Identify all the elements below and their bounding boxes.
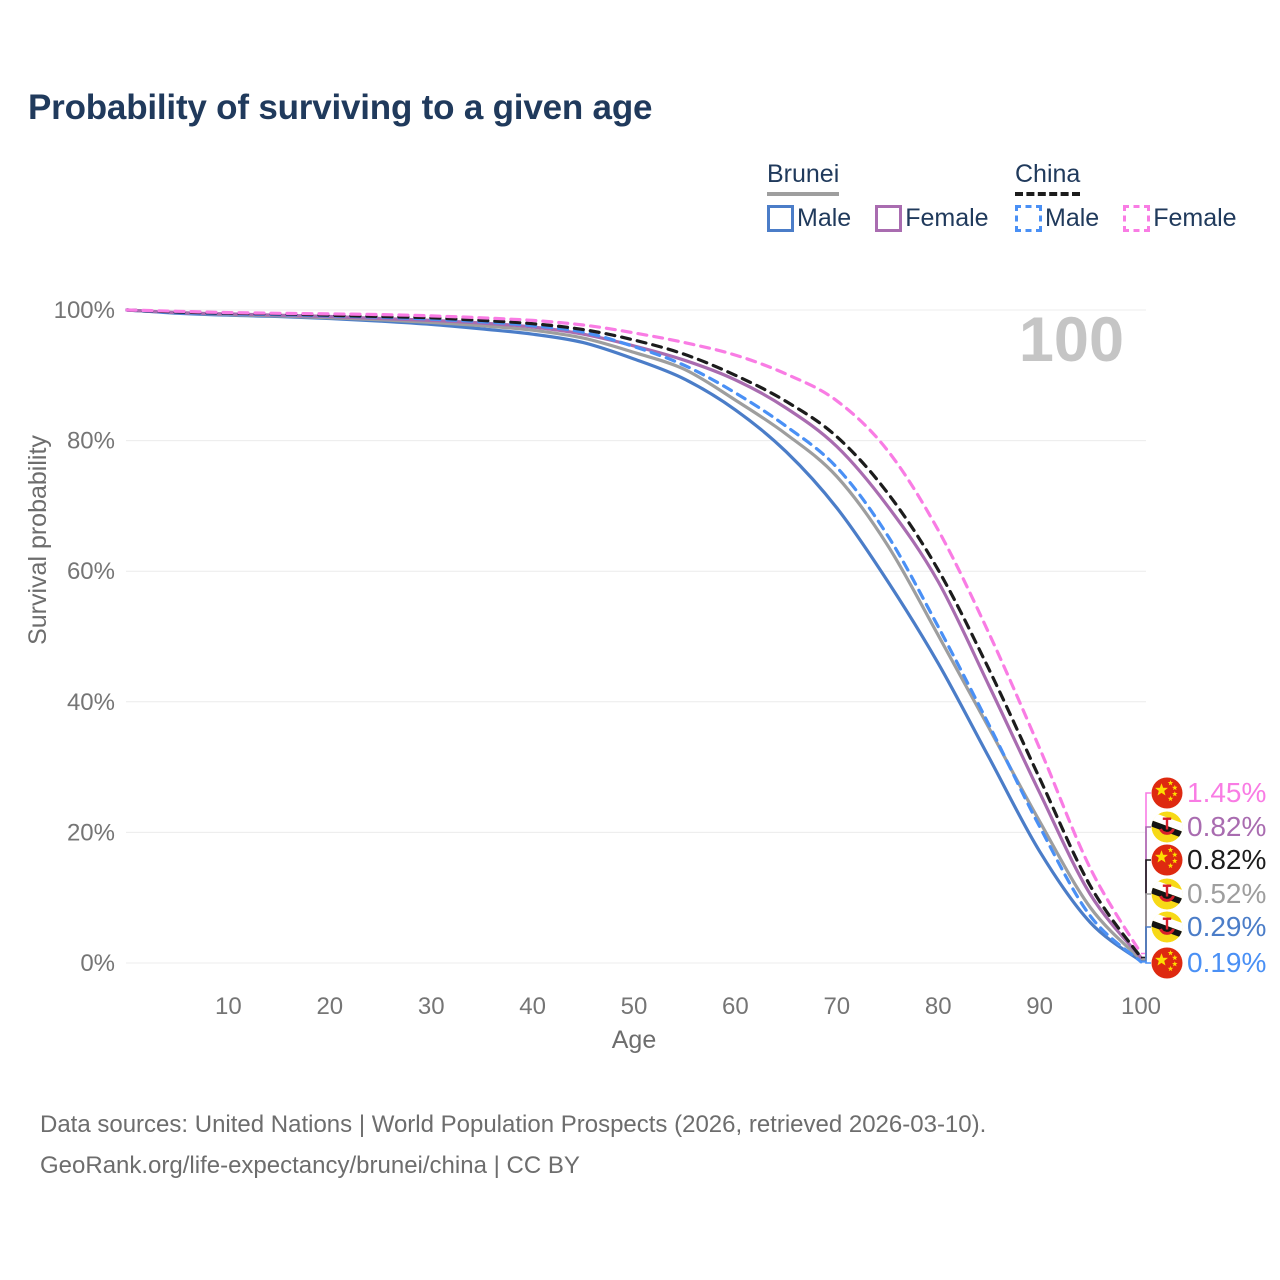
x-axis-tick: 30 [418, 993, 445, 1020]
x-axis-label: Age [612, 1026, 656, 1054]
y-axis-tick: 20% [67, 819, 115, 846]
series-line-china-male[interactable] [125, 308, 1143, 964]
brunei-flag-icon [1151, 811, 1183, 843]
y-axis-tick: 0% [80, 950, 115, 977]
data-sources-line: Data sources: United Nations | World Pop… [40, 1111, 987, 1138]
china-flag-icon [1151, 844, 1183, 876]
age-watermark: 100 [1019, 305, 1124, 375]
legend-item-label: Male [797, 204, 852, 232]
legend-group-china-title: China [1015, 160, 1081, 196]
series-line-brunei-total[interactable] [125, 308, 1143, 962]
legend-item-label: Female [1153, 204, 1237, 232]
series-line-brunei-male[interactable] [125, 308, 1143, 963]
end-label-value: 0.52% [1187, 878, 1266, 909]
brunei-male-swatch-icon [767, 205, 794, 232]
legend-group-china: China Male Female [1015, 160, 1237, 233]
legend-group-brunei-title: Brunei [767, 160, 840, 196]
x-axis-tick: 20 [316, 993, 343, 1020]
gridlines: 0% 20% 40% 60% 80% 100% 10 20 30 40 50 60 70 80 90 100 A… [24, 297, 1161, 1054]
end-connector-brunei-male [1141, 926, 1151, 962]
brunei-flag-icon [1151, 878, 1183, 910]
y-axis-tick: 80% [67, 428, 115, 455]
legend-group-brunei: Brunei Male Female [767, 160, 989, 233]
end-label-brunei-female[interactable]: 0.82% [1148, 811, 1266, 843]
x-axis-tick: 70 [823, 993, 850, 1020]
brunei-female-swatch-icon [875, 205, 903, 232]
legend: Brunei Male Female China Male Female [0, 160, 1280, 250]
y-axis-label: Survival probability [24, 435, 52, 645]
series-line-china-total[interactable] [125, 308, 1143, 960]
end-label-value: 0.29% [1187, 911, 1266, 942]
legend-item-label: Female [905, 204, 989, 232]
legend-item-label: Male [1045, 204, 1100, 232]
x-axis-tick: 60 [722, 993, 749, 1020]
x-axis-tick: 50 [621, 993, 648, 1020]
brunei-flag-icon [1151, 911, 1183, 943]
x-axis-tick: 80 [925, 993, 952, 1020]
end-label-china-male[interactable]: 0.19% [1151, 947, 1267, 979]
series-line-china-female[interactable] [125, 308, 1143, 956]
legend-item-china-male[interactable]: Male [1015, 204, 1099, 233]
end-connector-china-male [1141, 960, 1151, 964]
china-flag-icon [1151, 777, 1183, 809]
end-label-brunei-total[interactable]: 0.52% [1148, 878, 1266, 910]
china-female-swatch-icon [1123, 205, 1151, 232]
x-axis-tick: 100 [1121, 993, 1161, 1020]
y-axis-tick: 100% [54, 297, 115, 324]
y-axis-tick: 40% [67, 689, 115, 716]
china-flag-icon [1151, 947, 1183, 979]
end-label-value: 0.82% [1187, 844, 1266, 875]
end-label-china-female[interactable]: 1.45% [1151, 777, 1267, 809]
china-male-swatch-icon [1015, 205, 1042, 232]
end-label-value: 0.19% [1187, 947, 1266, 978]
page-title: Probability of surviving to a given age [28, 88, 653, 127]
end-label-brunei-male[interactable]: 0.29% [1148, 911, 1266, 943]
end-label-value: 1.45% [1187, 777, 1266, 808]
series-line-brunei-female[interactable] [125, 308, 1143, 960]
end-label-china-total[interactable]: 0.82% [1151, 844, 1267, 876]
x-axis-tick: 10 [215, 993, 242, 1020]
citation-line: GeoRank.org/life-expectancy/brunei/china… [40, 1152, 580, 1179]
y-axis-tick: 60% [67, 558, 115, 585]
legend-item-brunei-female[interactable]: Female [875, 204, 989, 233]
x-axis-tick: 40 [519, 993, 546, 1020]
legend-item-china-female[interactable]: Female [1123, 204, 1237, 233]
x-axis-tick: 90 [1026, 993, 1053, 1020]
end-label-value: 0.82% [1187, 811, 1266, 842]
source-note: Data sources: United Nations | World Pop… [40, 1104, 986, 1186]
legend-item-brunei-male[interactable]: Male [767, 204, 851, 233]
